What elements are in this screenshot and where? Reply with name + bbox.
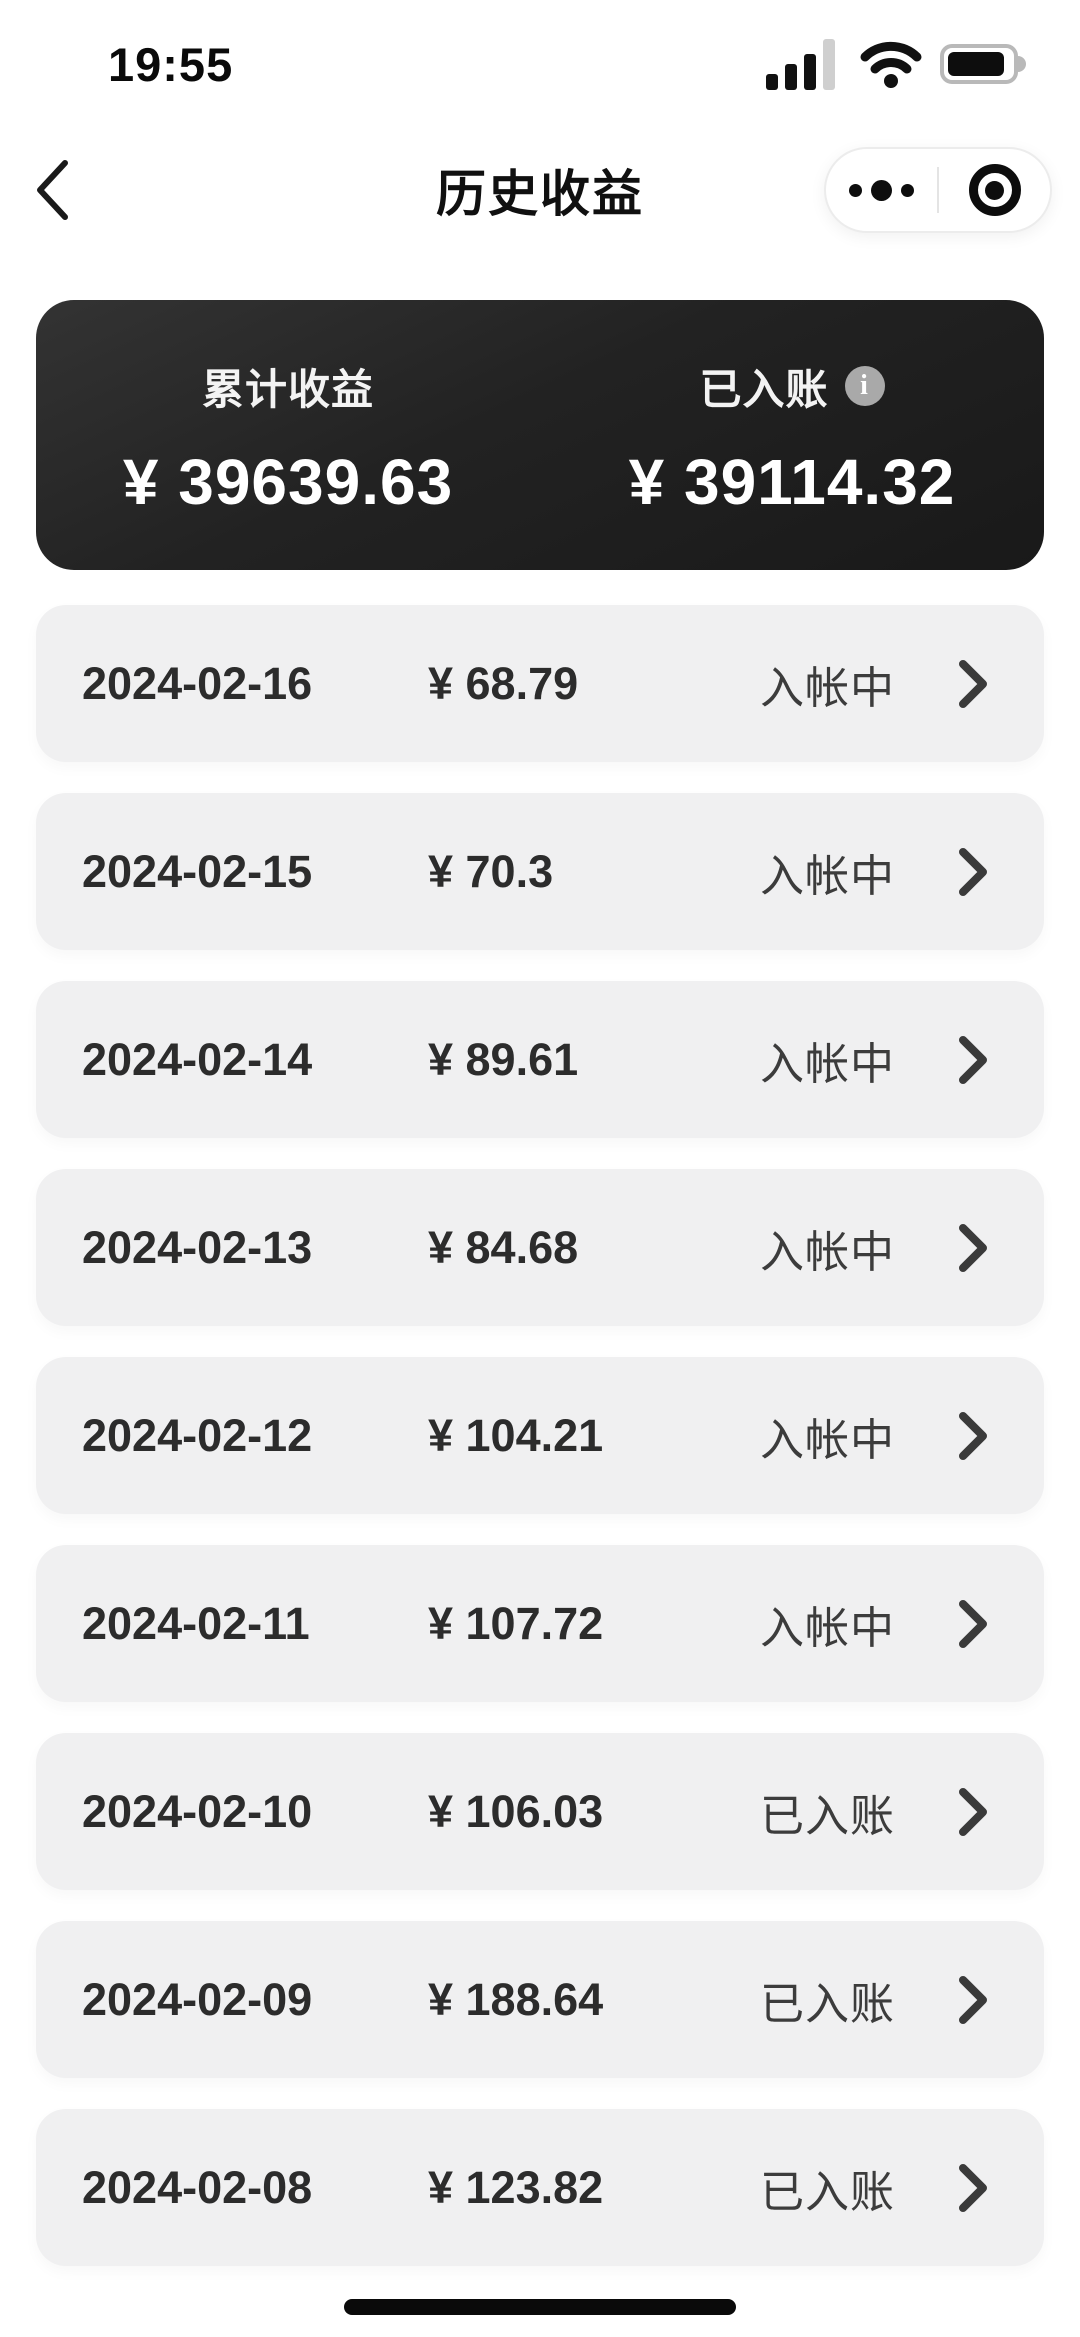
row-status: 入帐中	[760, 663, 895, 713]
row-status: 已入账	[760, 2167, 895, 2217]
cumulative-earnings-label: 累计收益	[201, 365, 374, 413]
row-amount: ¥ 123.82	[428, 2161, 604, 2213]
chevron-right-icon	[959, 1035, 987, 1084]
more-button[interactable]	[826, 149, 937, 231]
earnings-list: 2024-02-16 ¥ 68.79 入帐中 2024-02-15 ¥ 70.3…	[36, 605, 1044, 2266]
row-amount: ¥ 70.3	[428, 845, 554, 897]
row-date: 2024-02-12	[82, 1409, 313, 1461]
capsule-divider	[937, 167, 939, 213]
earnings-row[interactable]: 2024-02-10 ¥ 106.03 已入账	[36, 1733, 1044, 1890]
earnings-row[interactable]: 2024-02-08 ¥ 123.82 已入账	[36, 2109, 1044, 2266]
row-status: 入帐中	[760, 1039, 895, 1089]
row-date: 2024-02-08	[82, 2161, 313, 2213]
info-icon[interactable]: i	[844, 366, 885, 406]
earnings-row[interactable]: 2024-02-13 ¥ 84.68 入帐中	[36, 1169, 1044, 1326]
battery-icon	[940, 44, 1026, 84]
nav-bar: 历史收益	[0, 142, 1080, 238]
circle-dot-icon	[968, 164, 1021, 216]
back-button[interactable]	[34, 155, 94, 225]
row-status: 入帐中	[760, 1415, 895, 1465]
row-amount: ¥ 107.72	[428, 1597, 604, 1649]
row-amount: ¥ 68.79	[428, 657, 579, 709]
row-amount: ¥ 84.68	[428, 1221, 579, 1273]
ellipsis-icon	[849, 179, 914, 201]
chevron-right-icon	[959, 1975, 987, 2024]
chevron-right-icon	[959, 1787, 987, 1836]
row-status: 入帐中	[760, 851, 895, 901]
home-indicator[interactable]	[344, 2299, 736, 2315]
row-date: 2024-02-15	[82, 845, 313, 897]
chevron-right-icon	[959, 659, 987, 708]
row-status: 入帐中	[760, 1227, 895, 1277]
cumulative-earnings-block: 累计收益 ¥ 39639.63	[36, 300, 540, 570]
chevron-right-icon	[959, 1411, 987, 1460]
cellular-signal-icon	[766, 39, 835, 90]
cumulative-earnings-value: ¥ 39639.63	[122, 445, 454, 518]
status-icons	[766, 38, 1026, 90]
wifi-icon	[860, 41, 922, 88]
page-title: 历史收益	[436, 166, 644, 222]
row-status: 入帐中	[760, 1603, 895, 1653]
earnings-row[interactable]: 2024-02-12 ¥ 104.21 入帐中	[36, 1357, 1044, 1514]
earnings-summary-card: 累计收益 ¥ 39639.63 已入账 i ¥ 39114.32	[36, 300, 1044, 570]
row-date: 2024-02-16	[82, 657, 313, 709]
credited-earnings-value: ¥ 39114.32	[628, 445, 956, 518]
row-date: 2024-02-09	[82, 1973, 313, 2025]
row-status: 已入账	[760, 1979, 895, 2029]
row-date: 2024-02-11	[82, 1597, 310, 1649]
chevron-left-icon	[37, 160, 68, 220]
close-miniprogram-button[interactable]	[939, 149, 1050, 231]
earnings-row[interactable]: 2024-02-16 ¥ 68.79 入帐中	[36, 605, 1044, 762]
earnings-row[interactable]: 2024-02-09 ¥ 188.64 已入账	[36, 1921, 1044, 2078]
credited-earnings-label: 已入账 i	[699, 356, 885, 417]
earnings-row[interactable]: 2024-02-14 ¥ 89.61 入帐中	[36, 981, 1044, 1138]
row-date: 2024-02-10	[82, 1785, 313, 1837]
miniprogram-capsule	[824, 147, 1052, 233]
credited-earnings-block: 已入账 i ¥ 39114.32	[540, 300, 1044, 570]
chevron-right-icon	[959, 847, 987, 896]
row-date: 2024-02-13	[82, 1221, 313, 1273]
row-amount: ¥ 89.61	[428, 1033, 579, 1085]
row-status: 已入账	[760, 1791, 895, 1841]
clock: 19:55	[108, 37, 234, 91]
chevron-right-icon	[959, 1223, 987, 1272]
row-amount: ¥ 106.03	[428, 1785, 604, 1837]
row-date: 2024-02-14	[82, 1033, 313, 1085]
row-amount: ¥ 104.21	[428, 1409, 604, 1461]
status-bar: 19:55	[0, 26, 1080, 102]
earnings-row[interactable]: 2024-02-11 ¥ 107.72 入帐中	[36, 1545, 1044, 1702]
earnings-row[interactable]: 2024-02-15 ¥ 70.3 入帐中	[36, 793, 1044, 950]
chevron-right-icon	[959, 1599, 987, 1648]
chevron-right-icon	[959, 2163, 987, 2212]
row-amount: ¥ 188.64	[428, 1973, 604, 2025]
